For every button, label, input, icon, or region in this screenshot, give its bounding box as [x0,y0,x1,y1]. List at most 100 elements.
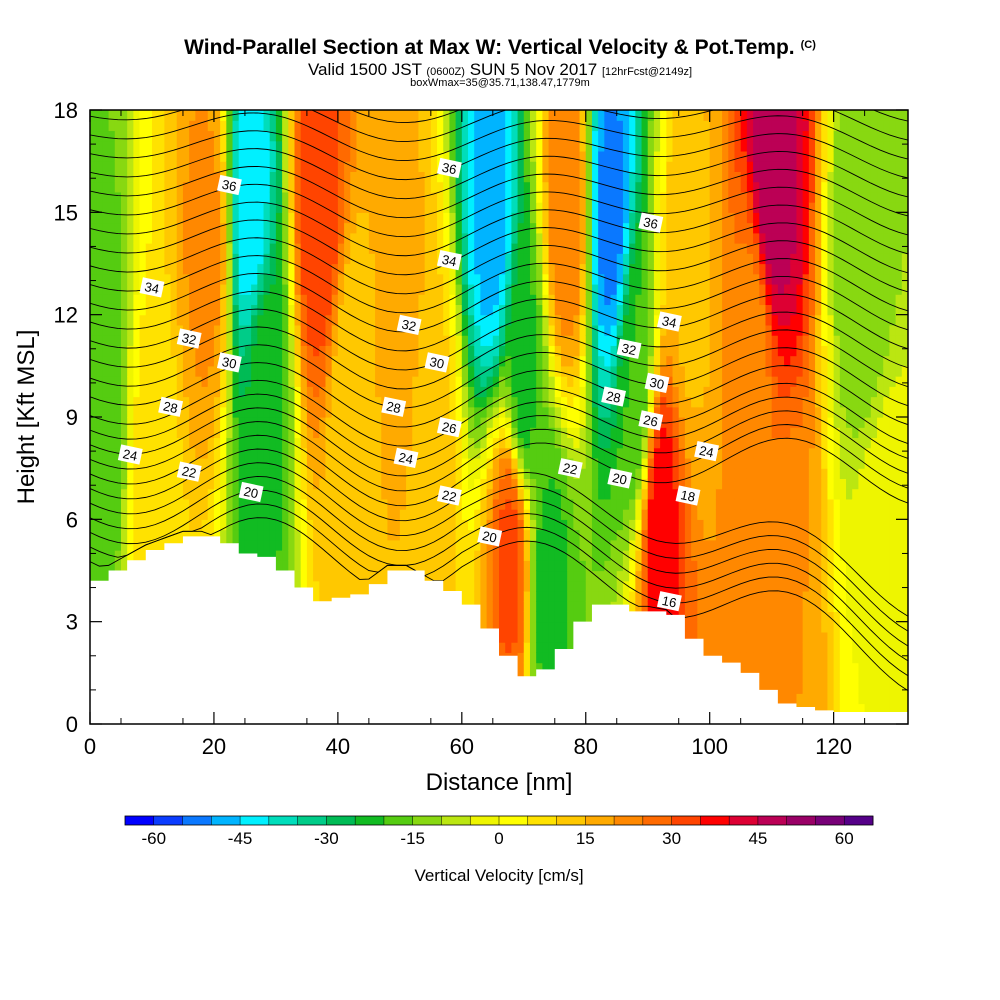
velocity-cell [133,130,141,142]
velocity-cell [474,590,482,602]
velocity-cell [319,181,327,193]
velocity-cell [536,560,543,572]
velocity-cell [362,181,370,193]
velocity-cell [393,150,401,162]
velocity-cell [102,120,110,132]
velocity-cell [461,509,469,520]
velocity-cell [362,222,370,234]
velocity-cell [294,365,302,377]
velocity-cell [337,376,345,387]
velocity-cell [567,273,574,285]
velocity-cell [536,314,543,326]
velocity-cell [381,171,389,183]
velocity-cell [517,570,525,582]
velocity-cell [288,222,296,234]
velocity-cell [344,376,351,387]
velocity-cell [362,191,370,203]
velocity-cell [468,202,475,213]
velocity-cell [139,335,147,346]
velocity-cell [567,642,574,653]
velocity-cell [337,355,345,367]
velocity-cell [523,621,531,633]
velocity-cell [350,243,358,254]
velocity-cell [424,161,432,172]
velocity-cell [313,232,320,244]
velocity-cell [251,283,258,295]
velocity-cell [585,161,593,172]
velocity-cell [263,478,271,490]
velocity-cell [90,365,97,377]
velocity-cell [139,437,147,449]
velocity-cell [120,529,128,541]
velocity-cell [406,140,413,152]
velocity-cell [529,212,537,224]
velocity-cell [127,355,134,367]
velocity-cell [102,509,110,520]
velocity-cell [96,468,103,479]
velocity-cell [108,345,116,357]
velocity-cell [158,161,165,172]
velocity-cell [120,212,128,224]
velocity-cell [213,232,221,244]
velocity-cell [313,570,320,582]
velocity-cell [418,130,426,142]
velocity-cell [542,140,550,152]
velocity-cell [399,498,407,510]
velocity-cell [344,468,351,479]
velocity-cell [319,222,327,234]
velocity-cell [195,437,203,449]
velocity-cell [548,191,556,203]
velocity-cell [189,191,196,203]
velocity-cell [263,345,271,357]
velocity-cell [331,406,339,418]
velocity-cell [424,386,432,398]
velocity-cell [232,232,240,244]
velocity-cell [424,120,432,132]
velocity-cell [102,488,110,500]
velocity-cell [201,365,209,377]
velocity-cell [399,253,407,265]
velocity-cell [598,294,605,306]
velocity-cell [325,232,333,244]
velocity-cell [505,283,512,295]
velocity-cell [393,519,401,531]
velocity-cell [176,232,184,244]
velocity-cell [399,304,407,316]
velocity-cell [430,222,438,234]
velocity-cell [133,110,141,121]
velocity-cell [114,560,122,572]
velocity-cell [220,488,227,500]
velocity-cell [443,263,451,275]
velocity-cell [195,529,203,541]
velocity-cell [492,191,500,203]
velocity-cell [455,447,463,459]
velocity-cell [313,212,320,224]
velocity-cell [474,488,482,500]
velocity-cell [288,447,296,459]
velocity-cell [232,130,240,142]
velocity-cell [474,386,482,398]
velocity-cell [362,263,370,275]
velocity-cell [114,468,122,479]
velocity-cell [399,468,407,479]
velocity-cell [189,447,196,459]
velocity-cell [468,519,475,531]
velocity-cell [251,294,258,306]
velocity-cell [511,631,519,643]
velocity-cell [486,150,494,162]
velocity-cell [344,447,351,459]
velocity-cell [591,539,599,551]
velocity-cell [554,263,562,275]
velocity-cell [288,294,296,306]
velocity-cell [331,488,339,500]
velocity-cell [449,509,457,520]
velocity-cell [468,365,475,377]
velocity-cell [461,314,469,326]
velocity-cell [300,283,308,295]
velocity-cell [424,283,432,295]
velocity-cell [164,304,172,316]
velocity-cell [337,324,345,336]
velocity-cell [325,355,333,367]
velocity-cell [468,580,475,592]
velocity-cell [263,150,271,162]
